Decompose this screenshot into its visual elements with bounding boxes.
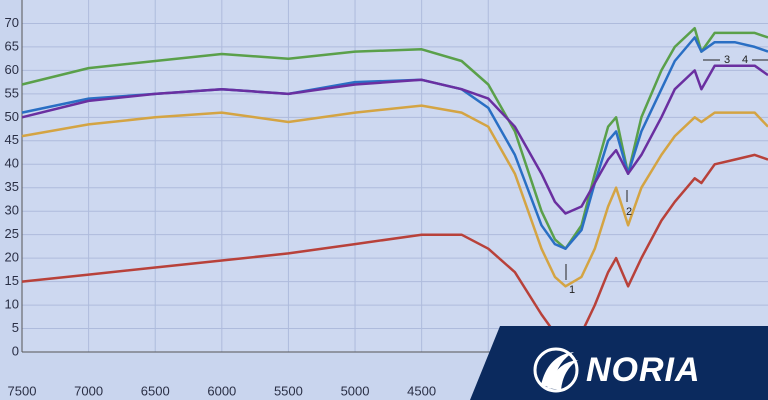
- y-tick-label: 10: [5, 297, 19, 312]
- annotation: 1: [569, 284, 575, 296]
- annotation: 3: [724, 54, 730, 66]
- plot-area: [22, 0, 768, 352]
- series-line: [21, 104, 768, 288]
- y-tick-label: 5: [12, 320, 19, 335]
- annotation: 4: [742, 54, 748, 66]
- y-tick-label: 70: [5, 15, 19, 30]
- logo-icon: [533, 347, 579, 393]
- series-line: [21, 26, 768, 250]
- x-tick-label: 7000: [74, 383, 103, 398]
- x-tick-label: 6000: [207, 383, 236, 398]
- y-tick-label: 40: [5, 156, 19, 171]
- y-tick-label: 30: [5, 203, 19, 218]
- x-tick-label: 7500: [8, 383, 37, 398]
- y-tick-label: 55: [5, 85, 19, 100]
- y-tick-label: 65: [5, 38, 19, 53]
- y-tick-label: 0: [12, 343, 19, 358]
- series-line: [21, 64, 768, 215]
- logo-banner: NORIA: [470, 326, 768, 400]
- logo-icon-swoosh: [541, 352, 574, 388]
- y-tick-label: 15: [5, 273, 19, 288]
- y-tick-label: 25: [5, 226, 19, 241]
- y-tick-label: 20: [5, 250, 19, 265]
- logo-text: NORIA: [586, 351, 701, 389]
- y-tick-label: 45: [5, 132, 19, 147]
- y-tick-label: 50: [5, 109, 19, 124]
- x-tick-label: 4500: [407, 383, 436, 398]
- y-tick-label: 35: [5, 179, 19, 194]
- annotation: 2: [626, 206, 632, 218]
- y-tick-label: 60: [5, 62, 19, 77]
- logo-icon-swoosh: [547, 360, 578, 390]
- x-tick-label: 6500: [141, 383, 170, 398]
- x-tick-label: 5500: [274, 383, 303, 398]
- x-tick-label: 5000: [341, 383, 370, 398]
